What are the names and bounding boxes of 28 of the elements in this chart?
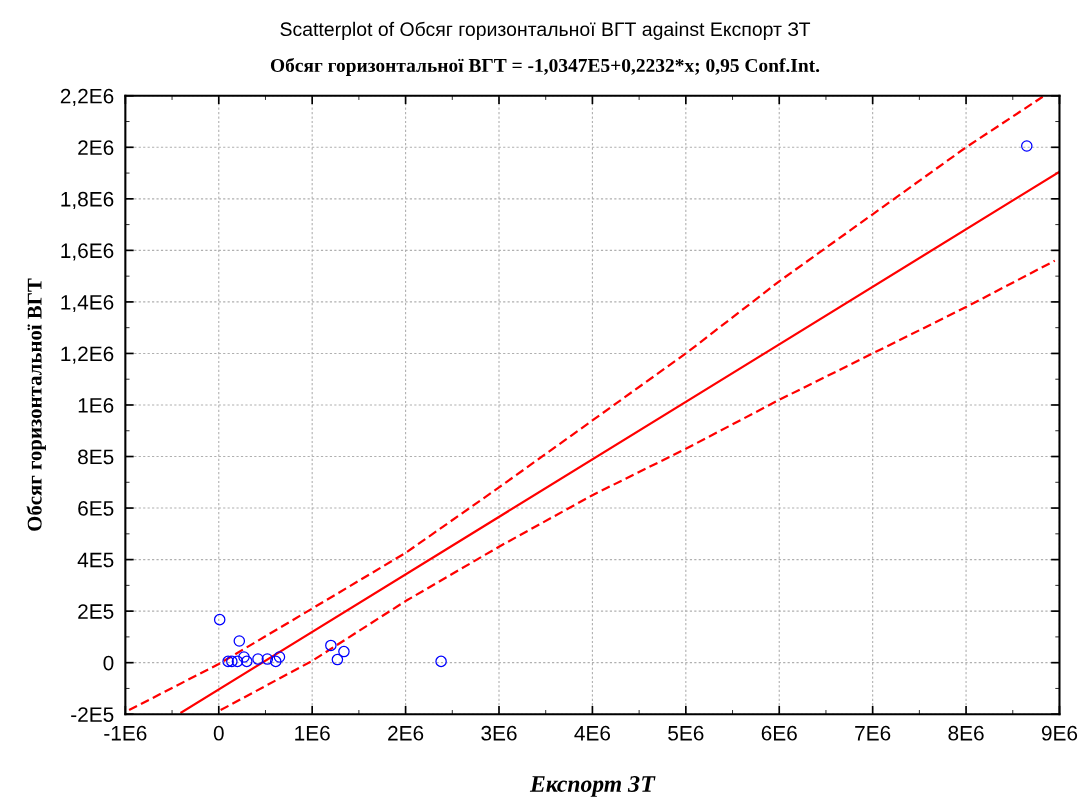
x-tick-label: 8E6 [948, 725, 984, 741]
y-tick-label: 1,4E6 [61, 294, 114, 313]
x-tick-label: 3E6 [481, 725, 517, 741]
y-tick-label: 4E5 [77, 552, 114, 568]
x-tick-label: 9E6 [1041, 725, 1078, 741]
y-tick-label: 0 [103, 655, 114, 671]
y-tick-label: 2E6 [78, 140, 114, 156]
x-tick-label: 5E6 [668, 725, 704, 741]
y-tick-label: 1,6E6 [61, 243, 114, 261]
y-tick-label: 8E5 [78, 449, 114, 465]
x-tick-label: 2E6 [388, 725, 424, 741]
x-tick-label: -1E6 [104, 725, 147, 741]
x-tick-label: 1E6 [295, 725, 330, 741]
x-tick-label: 0 [213, 725, 224, 741]
y-axis-title: Обсяг горизонтальної ВГТ [26, 278, 46, 531]
chart-title: Scatterplot of Обсяг горизонтальної ВГТ against Експорт ЗТ [280, 21, 811, 40]
y-tick-label: 1,2E6 [61, 346, 114, 364]
chart-subtitle: Обсяг горизонтальної ВГТ = -1,0347E5+0,2232*x; 0,95 Conf.Int. [270, 57, 820, 76]
y-tick-label: 2E5 [78, 604, 114, 619]
y-tick-label: 1E6 [78, 397, 114, 413]
x-tick-label: 7E6 [855, 725, 891, 741]
y-tick-label: 1,8E6 [61, 191, 114, 210]
y-tick-label: 6E5 [78, 501, 114, 516]
x-tick-label: 4E6 [574, 725, 611, 741]
y-tick-label: -2E5 [71, 707, 114, 722]
x-tick-label: 6E6 [761, 725, 797, 741]
y-tick-label: 2,2E6 [60, 88, 114, 106]
x-axis-title: Експорт ЗТ [529, 776, 656, 797]
